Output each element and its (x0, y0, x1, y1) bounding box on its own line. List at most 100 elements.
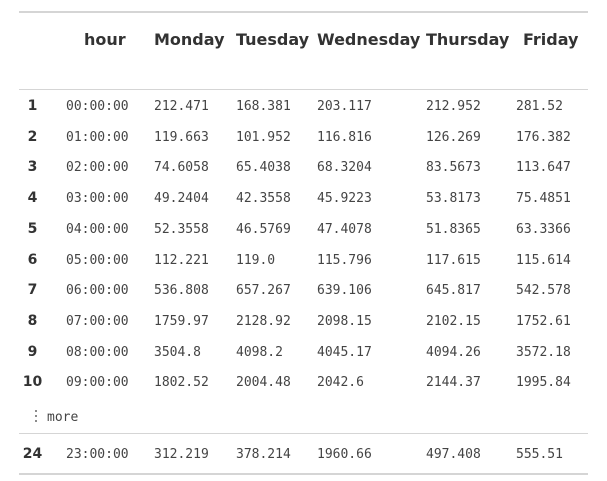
cell-friday: 113.647 (516, 160, 571, 176)
cell-monday: 52.3558 (154, 221, 209, 237)
cell-monday: 3504.8 (154, 344, 201, 360)
cell-hour: 06:00:00 (66, 283, 129, 299)
cell-thursday: 53.8173 (426, 191, 481, 207)
cell-hour: 04:00:00 (66, 221, 129, 237)
cell-hour: 03:00:00 (66, 191, 129, 207)
cell-thursday: 2102.15 (426, 313, 481, 329)
table-row: 8 07:00:00 1759.97 2128.92 2098.15 2102.15 175… (19, 306, 588, 337)
row-index: 4 (27, 190, 38, 207)
row-index: 9 (27, 343, 38, 360)
cell-friday: 63.3366 (516, 221, 571, 237)
cell-tuesday: 4098.2 (236, 344, 283, 360)
cell-wednesday: 4045.17 (317, 344, 372, 360)
cell-thursday: 117.615 (426, 252, 481, 268)
table-row: 9 08:00:00 3504.8 4098.2 4045.17 4094.26 3572.… (19, 337, 588, 368)
row-index: 5 (27, 220, 38, 237)
cell-friday: 555.51 (516, 447, 563, 462)
cell-thursday: 2144.37 (426, 375, 481, 391)
table-row: 1 00:00:00 212.471 168.381 203.117 212.952 281… (19, 91, 588, 122)
cell-wednesday: 1960.66 (317, 447, 372, 462)
cell-friday: 3572.18 (516, 344, 571, 360)
row-index: 6 (27, 251, 38, 268)
vertical-ellipsis-icon (35, 410, 38, 424)
cell-thursday: 645.817 (426, 283, 481, 299)
cell-tuesday: 168.381 (236, 99, 291, 114)
cell-monday: 112.221 (154, 252, 209, 268)
cell-wednesday: 45.9223 (317, 191, 372, 207)
cell-thursday: 126.269 (426, 129, 481, 145)
table-row: 5 04:00:00 52.3558 46.5769 47.4078 51.8365 63.… (19, 214, 588, 245)
cell-thursday: 212.952 (426, 99, 481, 114)
cell-hour: 07:00:00 (66, 313, 129, 329)
cell-tuesday: 65.4038 (236, 160, 291, 176)
cell-tuesday: 2128.92 (236, 313, 291, 329)
data-table: hour Monday Tuesday Wednesday Thursday F… (19, 11, 588, 475)
table-row: 7 06:00:00 536.808 657.267 639.106 645.817 542… (19, 275, 588, 306)
cell-tuesday: 101.952 (236, 129, 291, 145)
cell-friday: 1995.84 (516, 375, 571, 391)
cell-tuesday: 657.267 (236, 283, 291, 299)
cell-monday: 119.663 (154, 129, 209, 145)
cell-wednesday: 2042.6 (317, 375, 364, 391)
cell-tuesday: 378.214 (236, 447, 291, 462)
divider (19, 433, 588, 434)
cell-wednesday: 116.816 (317, 129, 372, 145)
row-index: 8 (27, 312, 38, 329)
cell-tuesday: 119.0 (236, 252, 276, 268)
table-row: 24 23:00:00 312.219 378.214 1960.66 497.… (19, 439, 588, 470)
cell-tuesday: 42.3558 (236, 191, 291, 207)
row-index: 1 (27, 98, 38, 114)
cell-tuesday: 2004.48 (236, 375, 291, 391)
cell-hour: 05:00:00 (66, 252, 129, 268)
col-header-thursday[interactable]: Thursday (426, 30, 510, 49)
cell-tuesday: 46.5769 (236, 221, 291, 237)
cell-thursday: 51.8365 (426, 221, 481, 237)
cell-hour: 08:00:00 (66, 344, 129, 360)
row-index: 24 (22, 446, 43, 462)
cell-wednesday: 203.117 (317, 99, 372, 114)
row-index: 3 (27, 159, 38, 176)
cell-friday: 1752.61 (516, 313, 571, 329)
cell-monday: 212.471 (154, 99, 209, 114)
col-header-monday[interactable]: Monday (154, 30, 225, 49)
more-rows-toggle[interactable]: more (19, 405, 588, 433)
cell-hour: 01:00:00 (66, 129, 129, 145)
row-index: 10 (22, 374, 43, 391)
cell-friday: 281.52 (516, 99, 563, 114)
col-header-friday[interactable]: Friday (523, 30, 579, 49)
row-index: 2 (27, 128, 38, 145)
table-header: hour Monday Tuesday Wednesday Thursday F… (19, 13, 588, 90)
cell-friday: 115.614 (516, 252, 571, 268)
cell-wednesday: 2098.15 (317, 313, 372, 329)
cell-wednesday: 639.106 (317, 283, 372, 299)
cell-monday: 1759.97 (154, 313, 209, 329)
cell-monday: 1802.52 (154, 375, 209, 391)
col-header-hour[interactable]: hour (84, 30, 126, 49)
cell-monday: 49.2404 (154, 191, 209, 207)
more-label: more (47, 410, 79, 425)
row-index: 7 (27, 282, 38, 299)
table-row: 6 05:00:00 112.221 119.0 115.796 117.615 115.6… (19, 245, 588, 276)
cell-monday: 536.808 (154, 283, 209, 299)
cell-friday: 176.382 (516, 129, 571, 145)
cell-friday: 542.578 (516, 283, 571, 299)
cell-monday: 74.6058 (154, 160, 209, 176)
table-row: 4 03:00:00 49.2404 42.3558 45.9223 53.8173 75.… (19, 183, 588, 214)
cell-hour: 23:00:00 (66, 447, 129, 462)
cell-thursday: 4094.26 (426, 344, 481, 360)
cell-friday: 75.4851 (516, 191, 571, 207)
cell-hour: 09:00:00 (66, 375, 129, 391)
table-row: 2 01:00:00 119.663 101.952 116.816 126.269 176… (19, 122, 588, 153)
cell-hour: 00:00:00 (66, 99, 129, 114)
cell-thursday: 83.5673 (426, 160, 481, 176)
cell-hour: 02:00:00 (66, 160, 129, 176)
table-row: 3 02:00:00 74.6058 65.4038 68.3204 83.5673 113… (19, 152, 588, 183)
cell-wednesday: 115.796 (317, 252, 372, 268)
cell-thursday: 497.408 (426, 447, 481, 462)
col-header-tuesday[interactable]: Tuesday (236, 30, 310, 49)
cell-wednesday: 68.3204 (317, 160, 372, 176)
table-row: 10 09:00:00 1802.52 2004.48 2042.6 2144.37 199… (19, 367, 588, 398)
cell-monday: 312.219 (154, 447, 209, 462)
cell-wednesday: 47.4078 (317, 221, 372, 237)
col-header-wednesday[interactable]: Wednesday (317, 30, 421, 49)
